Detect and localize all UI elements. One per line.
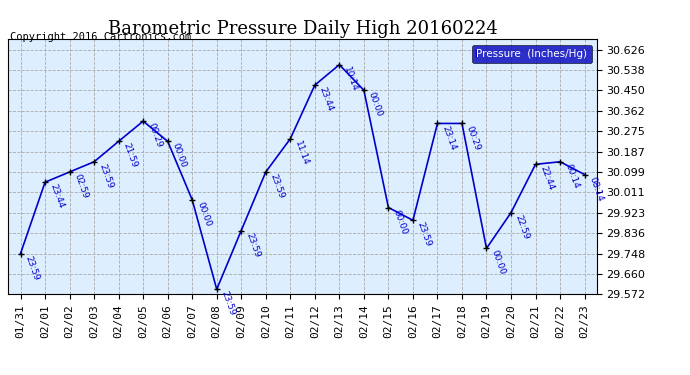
Text: 21:59: 21:59 (121, 142, 139, 169)
Text: 10:14: 10:14 (342, 65, 359, 93)
Text: 23:59: 23:59 (97, 162, 115, 190)
Text: 23:44: 23:44 (318, 86, 335, 113)
Title: Barometric Pressure Daily High 20160224: Barometric Pressure Daily High 20160224 (108, 20, 497, 38)
Text: 09:29: 09:29 (146, 122, 164, 149)
Text: 23:14: 23:14 (440, 124, 457, 151)
Text: 23:59: 23:59 (244, 231, 262, 258)
Text: 22:59: 22:59 (514, 213, 531, 240)
Text: 08:14: 08:14 (587, 175, 605, 202)
Legend: Pressure  (Inches/Hg): Pressure (Inches/Hg) (473, 45, 591, 63)
Text: 23:59: 23:59 (416, 221, 433, 248)
Text: 23:59: 23:59 (219, 290, 237, 317)
Text: 23:59: 23:59 (23, 254, 41, 282)
Text: Copyright 2016 Cartronics.com: Copyright 2016 Cartronics.com (10, 32, 192, 42)
Text: 00:00: 00:00 (195, 201, 213, 228)
Text: 02:59: 02:59 (72, 172, 90, 200)
Text: 00:00: 00:00 (367, 91, 384, 118)
Text: 00:14: 00:14 (563, 162, 580, 190)
Text: 00:00: 00:00 (391, 208, 408, 236)
Text: 00:29: 00:29 (465, 124, 482, 152)
Text: 11:14: 11:14 (293, 140, 310, 167)
Text: 00:00: 00:00 (170, 142, 188, 170)
Text: 23:44: 23:44 (48, 183, 65, 210)
Text: 22:44: 22:44 (538, 165, 555, 192)
Text: 00:00: 00:00 (489, 249, 506, 276)
Text: 23:59: 23:59 (268, 172, 286, 200)
